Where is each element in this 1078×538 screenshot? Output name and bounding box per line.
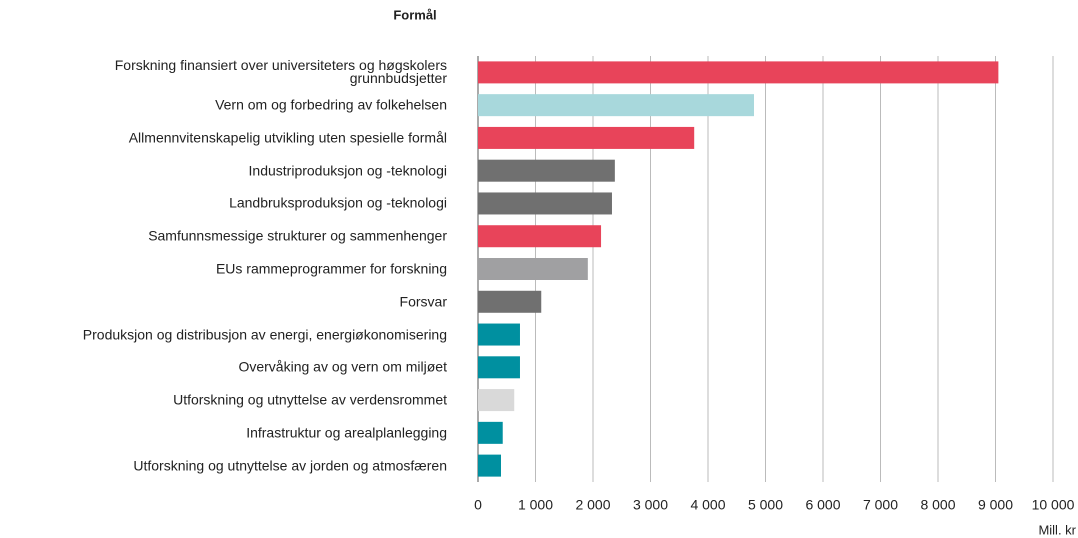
y-tick-label: Overvåking av og vern om miljøet bbox=[238, 358, 447, 375]
y-tick-label: Utforskning og utnyttelse av jorden og a… bbox=[133, 457, 447, 474]
bar bbox=[478, 258, 588, 280]
y-tick-label: Vern om og forbedring av folkehelsen bbox=[215, 96, 447, 113]
x-tick-label: 0 bbox=[474, 497, 482, 513]
bar bbox=[478, 356, 520, 379]
bar bbox=[478, 290, 542, 313]
y-tick-label: EUs rammeprogrammer for forskning bbox=[215, 260, 447, 277]
x-tick-label: 8 000 bbox=[920, 497, 955, 513]
x-tick-label: 3 000 bbox=[633, 497, 668, 513]
x-tick-label: 1 000 bbox=[518, 497, 553, 513]
bar bbox=[478, 192, 612, 215]
y-tick-label: Produksjon og distribusjon av energi, en… bbox=[82, 326, 447, 343]
y-tick-label: Forsvar bbox=[399, 293, 447, 310]
y-tick-label: Utforskning og utnyttelse av verdensromm… bbox=[173, 391, 447, 408]
bar bbox=[478, 323, 520, 346]
y-tick-label: Samfunnsmessige strukturer og sammenheng… bbox=[148, 227, 447, 244]
x-axis-label: Mill. kr bbox=[1038, 522, 1076, 537]
bar bbox=[478, 421, 503, 444]
x-tick-label: 2 000 bbox=[575, 497, 610, 513]
x-tick-label: 6 000 bbox=[805, 497, 840, 513]
x-tick-label: 5 000 bbox=[748, 497, 783, 513]
x-tick-label: 4 000 bbox=[690, 497, 725, 513]
y-tick-label: Infrastruktur og arealplanlegging bbox=[246, 424, 447, 441]
y-tick-label: Forskning finansiert over universiteters… bbox=[114, 57, 447, 87]
bar bbox=[478, 389, 515, 412]
x-tick-label: 7 000 bbox=[863, 497, 898, 513]
chart-title: Formål bbox=[393, 7, 436, 22]
y-tick-label: Landbruksproduksjon og -teknologi bbox=[229, 194, 447, 211]
bar bbox=[478, 94, 754, 117]
y-tick-label: Industriproduksjon og -teknologi bbox=[248, 162, 447, 179]
x-tick-label: 9 000 bbox=[978, 497, 1013, 513]
bar bbox=[478, 61, 999, 84]
x-tick-label: 10 000 bbox=[1032, 497, 1075, 513]
bar bbox=[478, 126, 695, 149]
bar bbox=[478, 159, 615, 182]
bar bbox=[478, 454, 501, 477]
y-tick-label: Allmennvitenskapelig utvikling uten spes… bbox=[128, 129, 447, 146]
bar bbox=[478, 225, 602, 248]
